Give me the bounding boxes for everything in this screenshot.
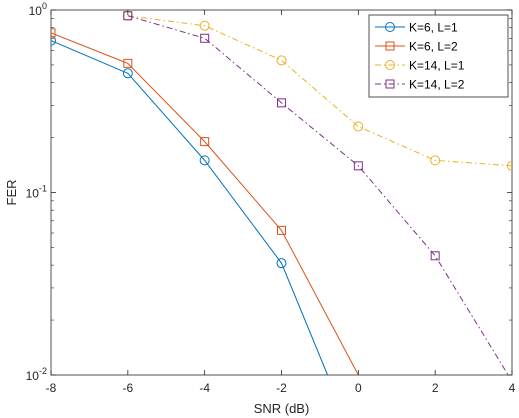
legend-label: K=14, L=2 [409, 78, 465, 92]
series-line [51, 40, 329, 375]
legend-marker [385, 22, 395, 32]
series-layer [51, 10, 512, 375]
legend-label: K=14, L=1 [409, 59, 465, 73]
data-point [200, 33, 210, 43]
data-point [430, 251, 440, 261]
legend-label: K=6, L=1 [409, 21, 458, 35]
legend-item: K=14, L=2 [375, 78, 465, 92]
y-axis-label: FER [4, 180, 19, 206]
series-line [51, 32, 359, 375]
data-point [430, 155, 441, 166]
x-tick-label: -8 [46, 381, 57, 395]
legend-label: K=6, L=2 [409, 40, 458, 54]
x-tick-label: 0 [355, 381, 362, 395]
data-point [51, 35, 56, 46]
data-point [353, 161, 363, 171]
data-point [199, 20, 210, 31]
x-tick-label: 2 [432, 381, 439, 395]
x-tick-label: 4 [509, 381, 516, 395]
ticks-layer: -8 -6 -4 -2 0 2 4 10-2 10-1 100 [26, 1, 516, 395]
data-point [200, 137, 210, 147]
data-point [123, 58, 133, 68]
x-tick-label: -6 [122, 381, 133, 395]
data-point [507, 160, 512, 171]
data-point [276, 55, 287, 66]
data-point [353, 121, 364, 132]
legend-marker [385, 60, 395, 70]
data-point [199, 155, 210, 166]
legend: K=6, L=1 K=6, L=2 K=14, L=1 K=14, L=2 [368, 14, 509, 98]
series-2 [51, 28, 359, 375]
legend-item: K=6, L=1 [375, 21, 458, 35]
x-tick-label: -2 [276, 381, 287, 395]
data-point [277, 98, 286, 108]
series-4 [123, 11, 509, 375]
x-tick-label: -4 [199, 381, 210, 395]
data-point [122, 68, 133, 79]
legend-marker [385, 79, 395, 89]
y-tick-label: 10-2 [26, 366, 47, 383]
data-point [51, 28, 56, 38]
legend-marker [385, 41, 395, 51]
legend-item: K=14, L=1 [375, 59, 465, 73]
x-axis-label: SNR (dB) [254, 401, 310, 416]
data-point [277, 225, 286, 235]
y-tick-label: 10-1 [26, 184, 47, 201]
series-1 [51, 35, 329, 375]
legend-box [368, 14, 509, 98]
series-line [127, 15, 509, 375]
data-point [276, 258, 287, 269]
legend-item: K=6, L=2 [375, 40, 458, 54]
y-tick-label: 100 [29, 1, 47, 18]
series-line [127, 15, 512, 167]
